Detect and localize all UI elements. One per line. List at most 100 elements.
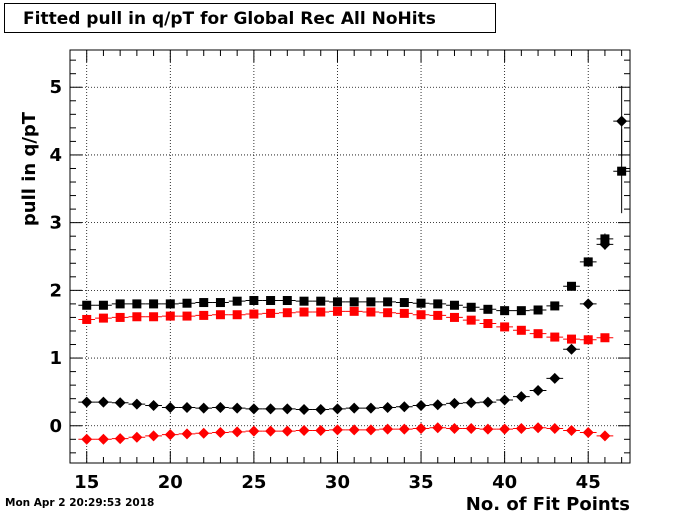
y-tick-label: 0 xyxy=(49,416,62,437)
data-point-square xyxy=(583,257,593,267)
data-point-square xyxy=(516,325,526,335)
data-point-diamond xyxy=(348,424,360,436)
y-tick-label: 2 xyxy=(49,280,62,301)
data-point-diamond xyxy=(599,238,611,250)
y-tick-label: 1 xyxy=(49,348,62,369)
data-point-square xyxy=(433,310,443,320)
data-point-diamond xyxy=(214,427,226,439)
data-point-square xyxy=(366,307,376,317)
data-point-diamond xyxy=(549,372,561,384)
data-point-square xyxy=(500,306,510,316)
y-tick-label: 4 xyxy=(49,145,62,166)
data-point-square xyxy=(550,301,560,311)
data-point-diamond xyxy=(248,403,260,415)
data-point-diamond xyxy=(231,426,243,438)
data-point-diamond xyxy=(415,399,427,411)
data-point-diamond xyxy=(515,422,527,434)
data-point-square xyxy=(316,296,326,306)
data-point-diamond xyxy=(365,402,377,414)
data-point-square xyxy=(449,312,459,322)
data-point-diamond xyxy=(114,433,126,445)
data-point-square xyxy=(516,306,526,316)
data-point-diamond xyxy=(315,425,327,437)
data-point-diamond xyxy=(281,403,293,415)
data-point-square xyxy=(617,166,627,176)
data-point-diamond xyxy=(465,422,477,434)
data-point-diamond xyxy=(599,430,611,442)
y-tick-label: 5 xyxy=(49,77,62,98)
data-point-square xyxy=(583,335,593,345)
data-point-square xyxy=(282,308,292,318)
data-point-diamond xyxy=(131,431,143,443)
data-point-square xyxy=(182,311,192,321)
data-point-square xyxy=(249,309,259,319)
data-point-square xyxy=(115,312,125,322)
data-point-diamond xyxy=(331,403,343,415)
data-point-diamond xyxy=(616,115,628,127)
data-point-square xyxy=(449,300,459,310)
data-point-diamond xyxy=(148,430,160,442)
data-point-diamond xyxy=(164,401,176,413)
data-point-square xyxy=(600,333,610,343)
data-point-square xyxy=(500,322,510,332)
data-point-square xyxy=(416,298,426,308)
data-point-square xyxy=(550,332,560,342)
data-point-diamond xyxy=(198,402,210,414)
data-point-square xyxy=(566,334,576,344)
axis-ticks xyxy=(69,50,630,463)
data-point-diamond xyxy=(432,399,444,411)
data-point-diamond xyxy=(181,401,193,413)
data-point-square xyxy=(533,329,543,339)
data-point-square xyxy=(483,319,493,329)
x-tick-label: 40 xyxy=(492,472,517,493)
data-point-square xyxy=(416,310,426,320)
x-tick-label: 30 xyxy=(325,472,350,493)
data-point-square xyxy=(199,298,209,308)
data-point-diamond xyxy=(181,428,193,440)
data-point-diamond xyxy=(281,425,293,437)
data-point-square xyxy=(383,297,393,307)
data-point-square xyxy=(165,311,175,321)
data-point-square xyxy=(433,299,443,309)
grid-lines xyxy=(70,50,630,463)
data-point-square xyxy=(316,307,326,317)
data-point-diamond xyxy=(97,433,109,445)
data-point-diamond xyxy=(448,422,460,434)
data-point-square xyxy=(399,298,409,308)
x-axis-label: No. of Fit Points xyxy=(466,494,630,514)
data-point-square xyxy=(232,296,242,306)
data-point-diamond xyxy=(582,298,594,310)
data-point-diamond xyxy=(398,401,410,413)
data-point-diamond xyxy=(131,398,143,410)
data-point-diamond xyxy=(565,343,577,355)
data-point-diamond xyxy=(432,422,444,434)
y-axis-label: pull in q/pT xyxy=(19,111,40,226)
data-point-diamond xyxy=(265,403,277,415)
title-box: Fitted pull in q/pT for Global Rec All N… xyxy=(4,3,496,33)
data-point-diamond xyxy=(248,425,260,437)
data-point-diamond xyxy=(499,394,511,406)
data-point-diamond xyxy=(465,397,477,409)
data-point-square xyxy=(182,298,192,308)
data-point-square xyxy=(282,296,292,306)
data-point-diamond xyxy=(448,397,460,409)
data-point-diamond xyxy=(549,422,561,434)
data-point-square xyxy=(82,314,92,324)
data-point-square xyxy=(332,306,342,316)
data-point-square xyxy=(149,312,159,322)
data-point-diamond xyxy=(515,391,527,403)
data-point-diamond xyxy=(231,402,243,414)
x-tick-label: 15 xyxy=(74,472,99,493)
data-point-diamond xyxy=(148,399,160,411)
data-point-diamond xyxy=(97,396,109,408)
data-point-diamond xyxy=(382,423,394,435)
data-point-square xyxy=(483,304,493,314)
data-point-square xyxy=(366,297,376,307)
data-point-square xyxy=(132,299,142,309)
data-point-diamond xyxy=(499,423,511,435)
timestamp: Mon Apr 2 20:29:53 2018 xyxy=(5,497,155,509)
data-point-square xyxy=(82,300,92,310)
data-point-square xyxy=(299,307,309,317)
